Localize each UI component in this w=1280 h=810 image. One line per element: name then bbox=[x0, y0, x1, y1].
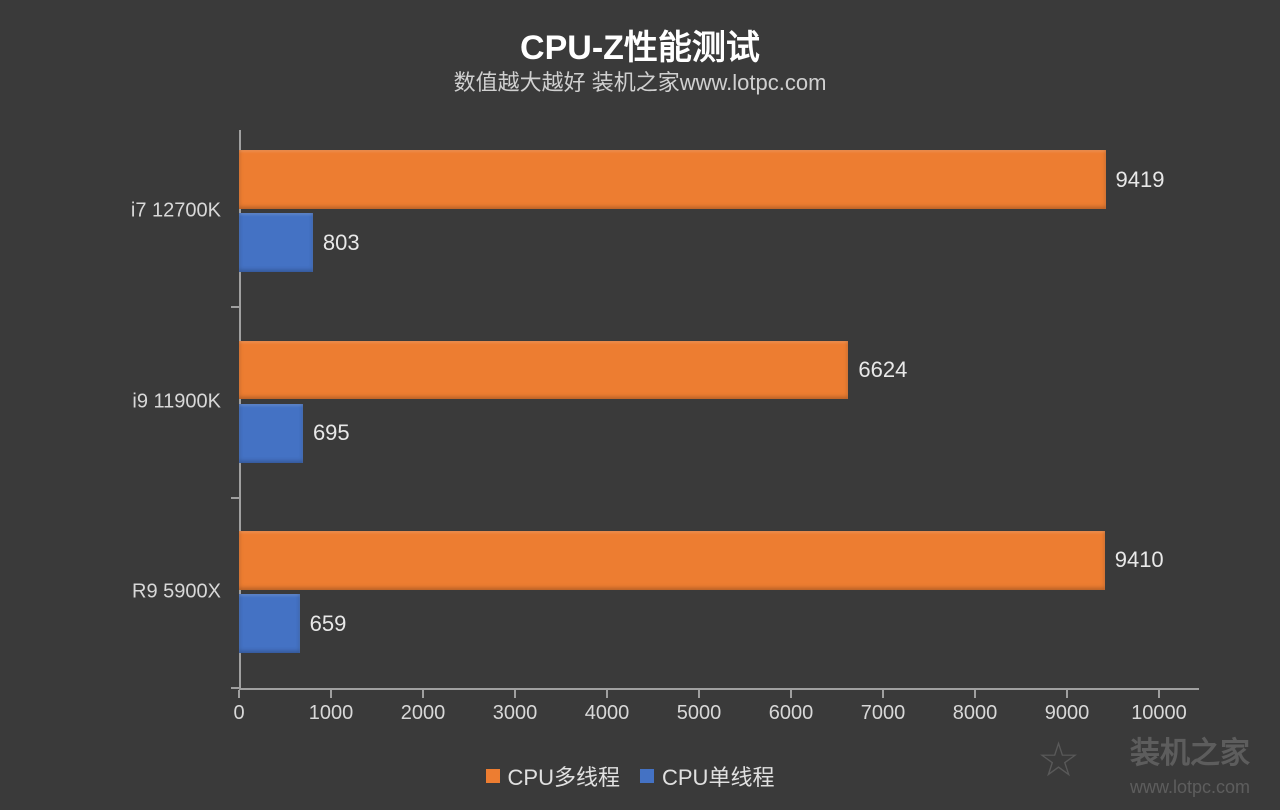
legend-item: CPU单线程 bbox=[640, 760, 774, 792]
bar-value: 6624 bbox=[858, 357, 907, 383]
x-axis bbox=[239, 688, 1199, 690]
bar: 803 bbox=[239, 213, 313, 272]
x-tick-label: 9000 bbox=[1045, 702, 1090, 725]
category-label: R9 5900X bbox=[132, 581, 221, 604]
x-tick bbox=[330, 690, 332, 698]
x-tick bbox=[1158, 690, 1160, 698]
x-tick bbox=[1066, 690, 1068, 698]
legend-swatch bbox=[486, 769, 500, 783]
plot-area: 0100020003000400050006000700080009000100… bbox=[239, 130, 1159, 690]
category-label: i9 11900K bbox=[132, 390, 221, 413]
x-tick bbox=[882, 690, 884, 698]
bar-value: 9410 bbox=[1115, 547, 1164, 573]
x-tick-label: 2000 bbox=[401, 702, 446, 725]
x-tick-label: 1000 bbox=[309, 702, 354, 725]
x-tick bbox=[974, 690, 976, 698]
x-tick bbox=[698, 690, 700, 698]
x-tick-label: 0 bbox=[233, 702, 244, 725]
x-tick-label: 10000 bbox=[1131, 702, 1187, 725]
legend-label: CPU单线程 bbox=[662, 760, 774, 792]
bar: 659 bbox=[239, 594, 300, 653]
y-tick bbox=[231, 687, 239, 689]
x-tick bbox=[422, 690, 424, 698]
bar: 6624 bbox=[239, 341, 848, 400]
legend-swatch bbox=[640, 769, 654, 783]
legend-item: CPU多线程 bbox=[486, 760, 620, 792]
bar: 9410 bbox=[239, 531, 1105, 590]
bar: 9419 bbox=[239, 150, 1106, 209]
bar-value: 803 bbox=[323, 230, 360, 256]
x-tick bbox=[790, 690, 792, 698]
x-tick bbox=[238, 690, 240, 698]
bar-value: 695 bbox=[313, 420, 350, 446]
chart-title: CPU-Z性能测试 bbox=[0, 20, 1280, 69]
legend-label: CPU多线程 bbox=[508, 760, 620, 792]
x-tick-label: 8000 bbox=[953, 702, 998, 725]
y-tick bbox=[231, 497, 239, 499]
chart-subtitle: 数值越大越好 装机之家www.lotpc.com bbox=[0, 65, 1280, 97]
legend: CPU多线程 CPU单线程 bbox=[0, 760, 1260, 792]
chart-container: CPU-Z性能测试 数值越大越好 装机之家www.lotpc.com 01000… bbox=[0, 0, 1280, 810]
bar-value: 9419 bbox=[1116, 167, 1165, 193]
x-tick-label: 6000 bbox=[769, 702, 814, 725]
y-tick bbox=[231, 306, 239, 308]
x-tick bbox=[606, 690, 608, 698]
x-tick-label: 4000 bbox=[585, 702, 630, 725]
x-tick-label: 7000 bbox=[861, 702, 906, 725]
x-tick-label: 5000 bbox=[677, 702, 722, 725]
x-tick-label: 3000 bbox=[493, 702, 538, 725]
x-tick bbox=[514, 690, 516, 698]
bar: 695 bbox=[239, 404, 303, 463]
category-label: i7 12700K bbox=[131, 200, 221, 223]
bar-value: 659 bbox=[310, 611, 347, 637]
